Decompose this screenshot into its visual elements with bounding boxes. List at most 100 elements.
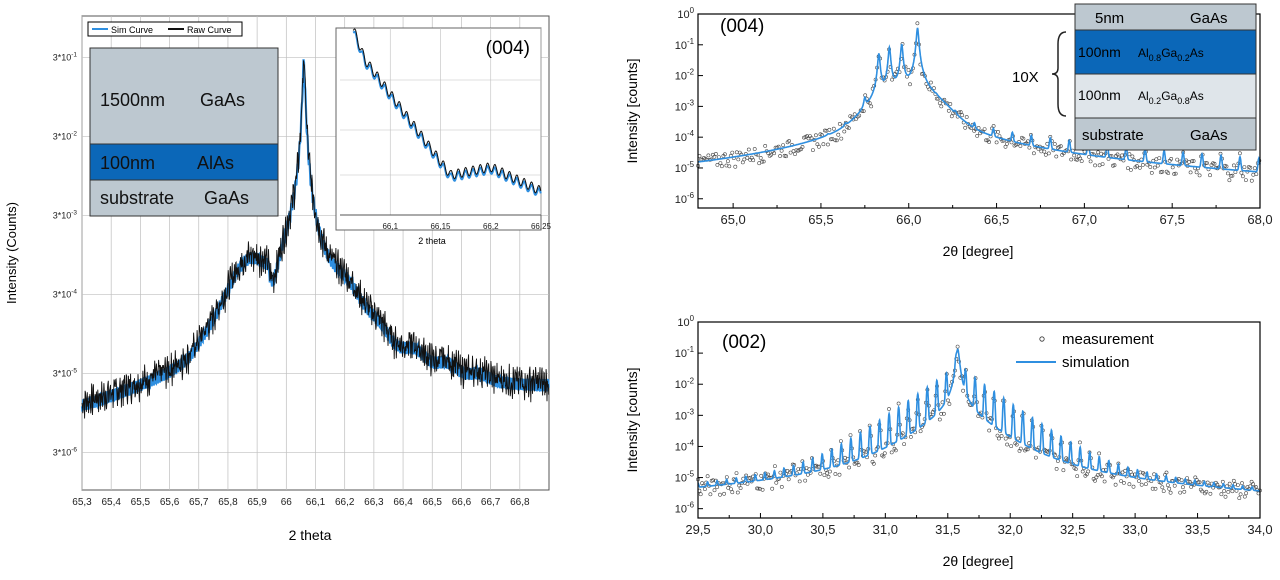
top-right-measurement-point (763, 143, 768, 148)
raw-curve (81, 60, 550, 419)
bottom-right-measurement-point (1100, 474, 1104, 479)
tr-layer-2-material: Al0.8Ga0.2As (1138, 46, 1204, 63)
bottom-right-measurement-point (1093, 478, 1097, 483)
top-right-measurement-point (960, 113, 965, 118)
top-right-measurement-point (946, 108, 951, 113)
bottom-right-measurement-point (715, 485, 720, 489)
layer-cap (1074, 3, 1257, 31)
top-right-measurement-point (1248, 165, 1253, 170)
bottom-right-measurement-point (1113, 482, 1118, 487)
bottom-right-measurement-point (995, 433, 1000, 438)
top-right-y-tick-label: 100 (677, 6, 694, 21)
top-right-measurement-point (760, 159, 765, 164)
bottom-right-measurement-point (712, 488, 717, 493)
layer-alas (89, 143, 279, 181)
top-right-measurement-point (720, 164, 724, 169)
top-right-y-tick-label: 10-3 (675, 98, 695, 113)
bottom-right-x-tick-label: 34,0 (1247, 522, 1272, 537)
bottom-right-measurement-point (825, 471, 830, 476)
top-right-measurement-point (906, 68, 911, 72)
legend-sim-label: Sim Curve (111, 25, 153, 35)
bottom-right-measurement-point (1215, 482, 1220, 487)
bottom-right-measurement-point (738, 486, 743, 491)
top-right-y-tick-label: 10-6 (675, 191, 695, 206)
bottom-right-measurement-point (786, 477, 791, 482)
bottom-right-measurement-point (997, 436, 1001, 441)
top-right-measurement-point (1227, 178, 1232, 183)
layer-2-material: AlAs (197, 153, 234, 173)
top-right-x-tick-label: 65,0 (720, 212, 745, 227)
top-right-measurement-point (996, 129, 1001, 134)
top-right-measurement-point (984, 138, 989, 143)
bottom-right-measurement-point (1152, 472, 1157, 477)
bottom-right-measurement-point (939, 411, 944, 416)
top-right-measurement-point (1224, 164, 1229, 169)
bottom-right-measurement-point (755, 486, 760, 491)
bottom-right-measurement-point (887, 407, 891, 411)
top-right-measurement-point (740, 160, 745, 165)
bottom-right-measurement-point (1120, 470, 1125, 475)
top-right-measurement-point (1099, 151, 1104, 156)
bottom-right-measurement-point (839, 439, 843, 444)
top-right-measurement-point (1003, 144, 1008, 149)
bottom-right-measurement-point (1168, 490, 1173, 495)
bottom-right-measurement-point (909, 434, 913, 439)
bottom-right-measurement-point (1003, 436, 1008, 441)
layer-3-thickness: substrate (100, 188, 174, 208)
top-right-measurement-point (1157, 156, 1162, 161)
top-right-measurement-point (779, 148, 784, 153)
top-right-measurement-point (752, 147, 757, 151)
bottom-right-measurement-point (893, 448, 898, 453)
bottom-right-chart: 29,5 30,0 30,5 31,0 31,5 32,0 32,5 33,0 33,5 34,0… (624, 314, 1273, 569)
top-right-measurement-point (827, 127, 832, 132)
bottom-right-measurement-point (828, 469, 832, 474)
bottom-right-measurement-point (937, 417, 942, 422)
top-right-measurement-point (793, 152, 797, 157)
tr-layer-2-thickness: 100nm (1078, 44, 1121, 60)
left-y-axis-label: Intensity (Counts) (4, 202, 19, 304)
bottom-right-measurement-point (718, 492, 722, 497)
bottom-right-measurement-point (815, 464, 820, 469)
top-right-measurement-point (1112, 163, 1117, 168)
top-right-measurement-point (949, 114, 954, 119)
top-right-measurement-point (833, 138, 838, 143)
left-inset: 66,1 66,15 66,2 66,25 (004) 2 theta (335, 27, 552, 246)
left-y-tick-label: 3*10-5 (53, 367, 78, 378)
layer-al02 (1074, 73, 1257, 119)
bottom-right-measurement-point (797, 479, 802, 484)
top-right-measurement-point (929, 80, 933, 85)
top-right-x-tick-label: 68,0 (1247, 212, 1272, 227)
top-right-measurement-point (834, 138, 839, 143)
top-right-measurement-point (1043, 152, 1048, 157)
top-right-measurement-point (712, 154, 717, 159)
top-right-measurement-point (769, 152, 774, 157)
layer-2-thickness: 100nm (100, 153, 155, 173)
top-right-measurement-point (1169, 156, 1174, 161)
top-right-measurement-point (788, 150, 793, 155)
tr-layer-3-thickness: 100nm (1078, 87, 1121, 103)
top-right-measurement-point (758, 155, 763, 160)
bottom-right-measurement-point (778, 470, 783, 475)
top-right-measurement-point (1149, 170, 1154, 175)
top-right-measurement-point (852, 112, 857, 117)
bottom-right-y-tick-label: 10-3 (675, 407, 695, 422)
top-right-measurement-point (782, 153, 787, 158)
top-right-measurement-point (964, 115, 969, 119)
layer-tr-substrate (1074, 117, 1257, 151)
bottom-right-measurement-point (1244, 491, 1249, 496)
top-right-measurement-point (746, 147, 751, 152)
top-right-measurement-point (1190, 159, 1195, 164)
bottom-right-measurement-point (1102, 479, 1107, 484)
top-right-measurement-point (1155, 163, 1160, 168)
bottom-right-measurement-point (1240, 481, 1244, 486)
top-right-x-axis-label: 2θ [degree] (943, 243, 1014, 259)
bottom-right-measurement-point (947, 402, 952, 406)
bottom-right-y-tick-label: 10-2 (675, 376, 694, 391)
top-right-measurement-point (857, 113, 862, 118)
top-right-measurement-point (727, 164, 732, 169)
tr-layer-4-material: GaAs (1190, 127, 1228, 144)
top-right-measurement-point (1021, 136, 1026, 141)
top-right-x-tick-label: 66,0 (896, 212, 921, 227)
bottom-right-measurement-point (999, 434, 1004, 438)
